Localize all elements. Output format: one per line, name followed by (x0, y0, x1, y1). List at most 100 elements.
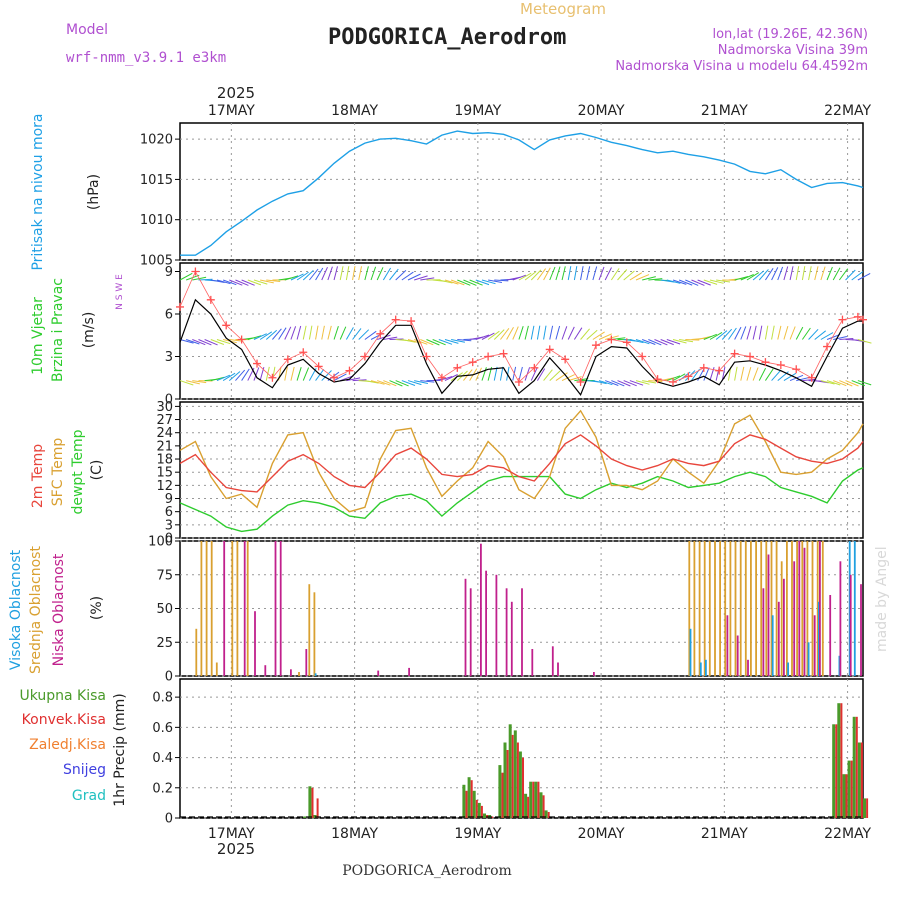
wind-arrow (383, 268, 390, 280)
wind-gust-marker (191, 268, 199, 276)
panel-temperature-frame (180, 402, 863, 538)
low-cloud-bar (377, 671, 379, 676)
day-label-bottom: 19MAY (454, 826, 501, 842)
cloud-title: Visoka Oblacnost (8, 549, 24, 670)
convective-precip-bar (466, 791, 468, 818)
low-cloud-bar (280, 541, 282, 676)
low-cloud-bar (557, 663, 559, 677)
total-precip-bar (303, 817, 306, 819)
mid-cloud-bar (195, 629, 197, 676)
wind-arrow (371, 267, 376, 280)
watermark: made by Angel (874, 546, 890, 652)
wind-arrow (624, 381, 637, 386)
total-precip-bar (863, 798, 866, 818)
y-tick-label: 100 (148, 535, 173, 550)
wind-arrow (759, 368, 765, 380)
mid-cloud-bar (755, 541, 757, 676)
total-precip-bar (843, 774, 846, 818)
temp-title: 2m Temp (30, 444, 46, 508)
total-precip-bar (509, 724, 512, 818)
temp-unit: (C) (89, 460, 105, 481)
wind-arrow (328, 267, 333, 280)
wind-arrow (833, 268, 840, 280)
y-tick-label: 0.8 (152, 691, 173, 706)
temp-title3: dewpt Temp (70, 429, 86, 514)
wind-arrow (309, 326, 311, 340)
wind-arrow (784, 267, 788, 281)
low-cloud-bar (793, 561, 795, 676)
cloud-unit: (%) (89, 596, 105, 620)
convective-precip-bar (471, 780, 473, 818)
total-precip-bar (534, 782, 537, 818)
y-tick-label: 0.4 (152, 751, 173, 766)
wind-arrow (377, 267, 383, 280)
y-tick-label: 6 (165, 308, 173, 323)
wind-arrow (211, 340, 224, 345)
wind-arrow (827, 267, 832, 280)
mid-cloud-bar (730, 541, 732, 676)
wind-compass-icon: N S W E (115, 274, 125, 310)
wind-arrow (470, 280, 483, 285)
low-cloud-bar (804, 548, 806, 676)
wind-arrow (242, 280, 255, 285)
mid-cloud-bar (206, 541, 208, 676)
model-elevation-label: Nadmorska Visina u modelu 64.4592m (615, 59, 868, 74)
wind-gust-marker (207, 296, 215, 304)
wind-arrow (340, 327, 346, 340)
day-label-top: 21MAY (701, 103, 748, 119)
low-cloud-bar (819, 541, 821, 676)
low-cloud-bar (244, 541, 246, 676)
wind-arrow (765, 369, 773, 381)
wind-arrow (482, 367, 486, 380)
total-precip-bar (853, 717, 856, 818)
wind-arrow (334, 326, 338, 339)
low-cloud-bar (506, 588, 508, 676)
wind-arrow (531, 326, 534, 340)
day-label-top: 22MAY (824, 103, 871, 119)
mid-cloud-bar (719, 541, 721, 676)
wind-gust-marker (407, 317, 415, 325)
meteogram-label: Meteogram (520, 0, 606, 18)
total-precip-bar (837, 703, 840, 818)
precip-unit: 1hr Precip (mm) (112, 693, 128, 806)
convective-precip-bar (532, 782, 534, 818)
wind-arrow (704, 280, 717, 284)
mid-cloud-bar (760, 541, 762, 676)
low-cloud-bar (798, 541, 800, 676)
convective-precip-bar (866, 798, 868, 818)
mid-cloud-bar (791, 541, 793, 676)
low-cloud-bar (290, 669, 292, 676)
wind-arrow (784, 326, 788, 339)
wind-gust-marker (761, 358, 769, 366)
wind-arrow (500, 367, 502, 381)
wind-arrow (556, 326, 560, 340)
wind-arrow (180, 381, 193, 385)
wind-gust-marker (746, 353, 754, 361)
wind-arrow (858, 381, 871, 385)
y-tick-label: 75 (156, 568, 173, 583)
wind-arrow (661, 340, 674, 345)
y-tick-label: 0.6 (152, 721, 173, 736)
day-label-bottom: 22MAY (824, 826, 871, 842)
wind-gust-marker (422, 353, 430, 361)
wind-arrow (778, 326, 781, 340)
wind-arrow (346, 327, 353, 339)
wind-arrow (802, 266, 804, 280)
mid-cloud-bar (201, 541, 203, 676)
y-tick-label: 50 (156, 602, 173, 617)
day-label-bottom: 21MAY (701, 826, 748, 842)
low-cloud-bar (480, 544, 482, 676)
y-tick-label: 1020 (140, 133, 173, 148)
wind-arrow (537, 326, 539, 340)
mid-cloud-bar (801, 541, 803, 676)
wind-arrow (519, 326, 523, 339)
low-cloud-bar (264, 665, 266, 676)
wind-arrow (525, 326, 528, 340)
high-cloud-bar (808, 642, 810, 676)
convective-precip-bar (502, 773, 504, 818)
convective-precip-bar (522, 758, 524, 818)
convective-precip-bar (507, 750, 509, 818)
total-precip-bar (308, 786, 311, 818)
wind-arrow (568, 327, 574, 340)
model-label: Model (66, 22, 108, 38)
